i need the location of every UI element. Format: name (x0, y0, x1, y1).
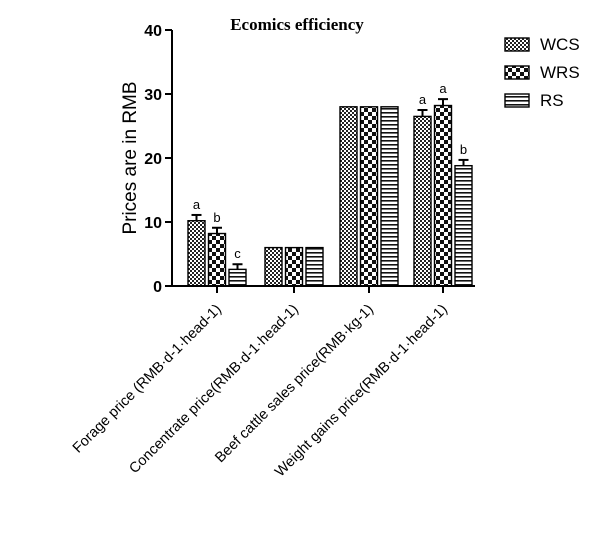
significance-letter: a (439, 81, 447, 96)
y-tick-label: 0 (153, 279, 162, 296)
bar-wcs-2 (339, 106, 358, 287)
bar-wrs-2 (359, 106, 379, 287)
legend-label-wcs: WCS (540, 35, 580, 54)
legend: WCS WRS RS (504, 35, 580, 110)
y-tick-label: 30 (144, 87, 162, 104)
bar-rs-0 (228, 268, 247, 287)
bar-wcs-0 (187, 220, 206, 287)
x-category-label: Beef cattle sales price(RMB·kg-1) (212, 302, 377, 467)
significance-letter: b (460, 142, 467, 157)
legend-swatch-rs (504, 93, 530, 108)
bar-wrs-0 (207, 232, 227, 287)
x-axis: Forage price (RMB·d-1·head-1)Concentrate… (70, 285, 475, 481)
x-category-label: Concentrate price(RMB·d-1·head-1) (126, 302, 301, 477)
bar-rs-2 (380, 106, 399, 287)
significance-letter: c (234, 246, 241, 261)
significance-letter: a (419, 92, 427, 107)
chart-title: Ecomics efficiency (230, 15, 364, 34)
y-axis: 0 10 20 30 40 (144, 23, 173, 296)
legend-label-rs: RS (540, 91, 564, 110)
y-tick-label: 10 (144, 215, 162, 232)
y-axis-label: Prices are in RMB (120, 81, 141, 234)
significance-letter: b (213, 210, 220, 225)
bar-rs-1 (305, 246, 324, 287)
x-category-label: Weight gains price(RMB·d-1·head-1) (272, 302, 451, 481)
y-tick-label: 40 (144, 23, 162, 40)
y-tick-label: 20 (144, 151, 162, 168)
bar-wcs-3 (413, 115, 432, 287)
significance-letter: a (193, 197, 201, 212)
legend-label-wrs: WRS (540, 63, 580, 82)
bar-wrs-1 (284, 246, 304, 287)
bar-wrs-3 (433, 104, 453, 287)
legend-swatch-wrs (504, 65, 530, 80)
legend-swatch-wcs (504, 37, 530, 52)
bar-wcs-1 (264, 246, 283, 287)
x-category-label: Forage price (RMB·d-1·head-1) (70, 302, 225, 457)
bar-rs-3 (454, 164, 473, 287)
